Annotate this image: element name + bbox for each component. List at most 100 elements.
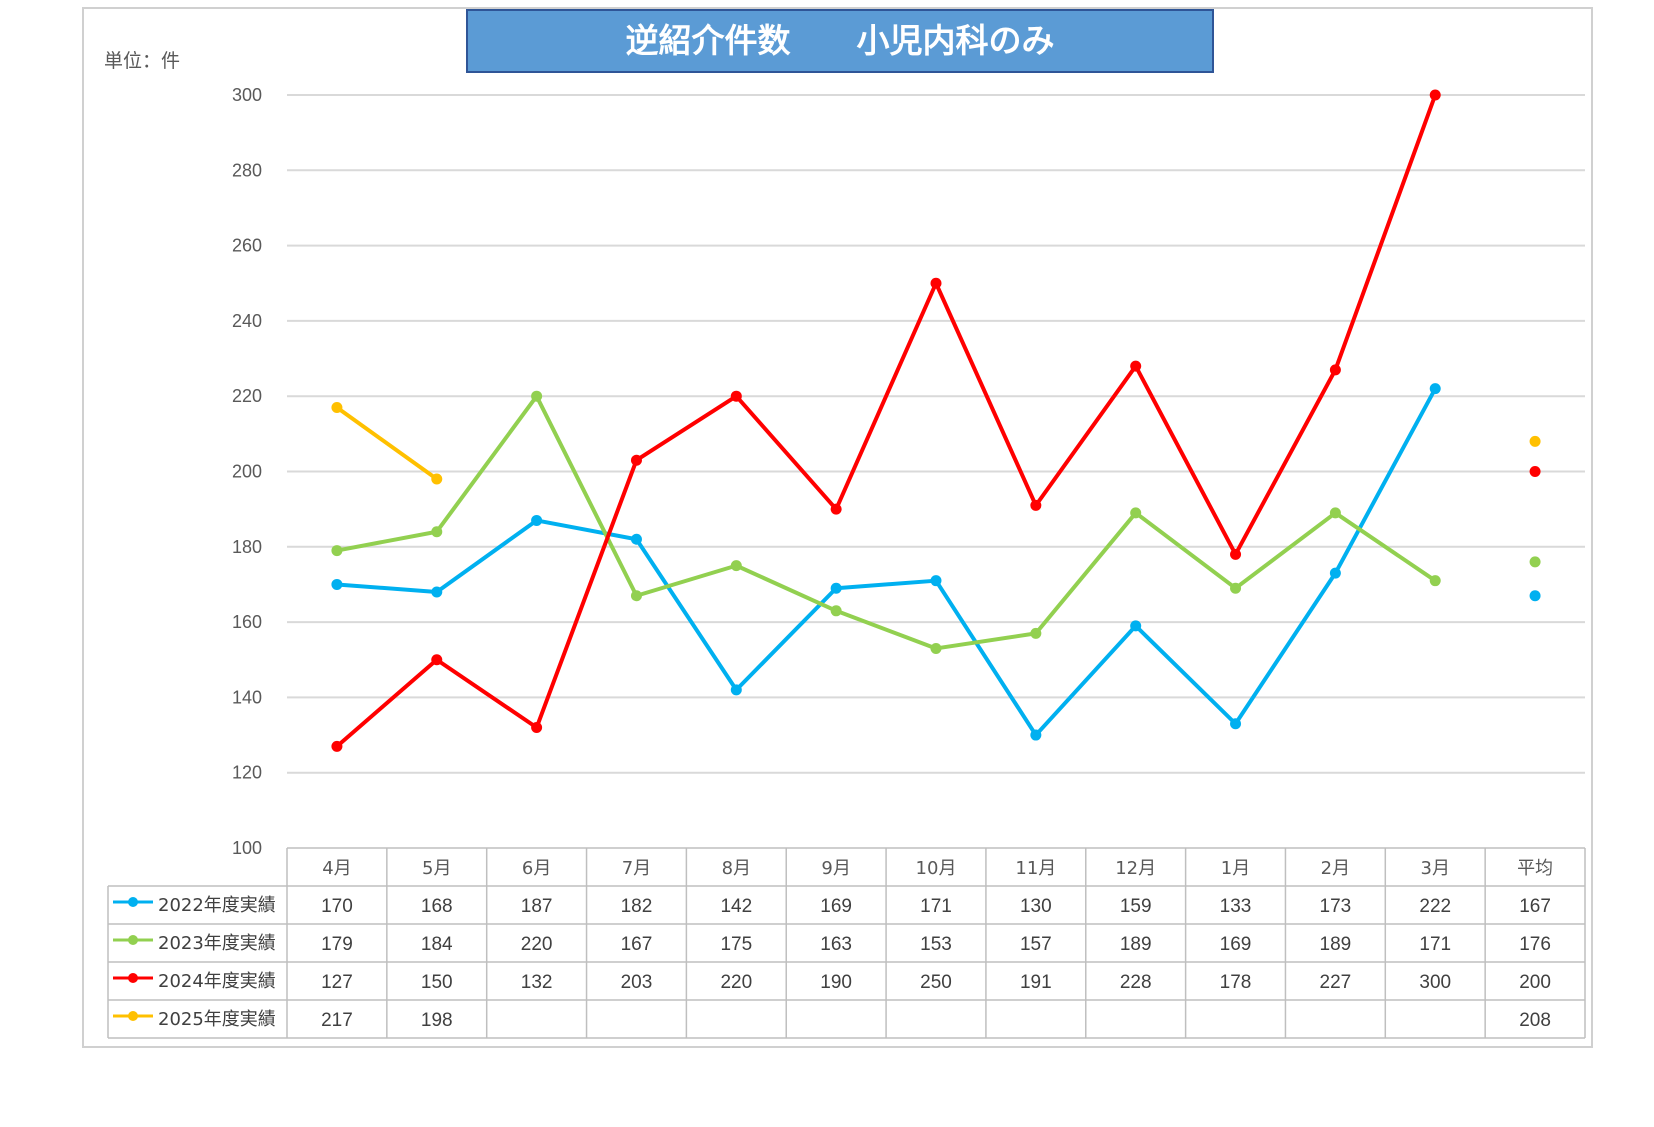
y-tick-label: 220	[232, 386, 262, 406]
data-point	[630, 590, 642, 602]
data-label: 167	[621, 934, 653, 955]
data-point	[331, 545, 343, 557]
data-point	[331, 401, 343, 413]
average-point	[1529, 466, 1541, 477]
legend-marker	[128, 973, 138, 983]
data-point	[1230, 718, 1242, 730]
data-point	[730, 560, 742, 572]
x-tick-label: 4月	[322, 858, 351, 879]
data-point	[431, 473, 443, 485]
legend-label: 2025年度実績	[158, 1009, 276, 1030]
data-label: 163	[820, 934, 852, 955]
data-point	[1230, 548, 1242, 560]
data-point	[1429, 575, 1441, 587]
legend-marker	[128, 935, 138, 945]
data-label: 189	[1320, 934, 1352, 955]
data-label: 222	[1419, 896, 1451, 917]
legend-label: 2024年度実績	[158, 971, 276, 992]
y-tick-label: 180	[232, 537, 262, 557]
average-header: 平均	[1517, 858, 1553, 879]
data-label: 189	[1120, 934, 1152, 955]
x-tick-label: 3月	[1421, 858, 1450, 879]
data-label: 184	[421, 934, 453, 955]
data-label: 171	[920, 896, 952, 917]
data-label: 153	[920, 934, 952, 955]
data-label: 171	[1419, 934, 1451, 955]
x-tick-label: 11月	[1015, 858, 1056, 879]
series-line	[335, 94, 1438, 748]
data-label: 150	[421, 972, 453, 993]
data-point	[1429, 383, 1441, 395]
data-point	[1030, 499, 1042, 511]
legend-marker	[128, 1011, 138, 1021]
y-tick-label: 240	[232, 311, 262, 331]
series-line	[336, 394, 1437, 651]
y-tick-label: 100	[232, 838, 262, 858]
data-label: 132	[521, 972, 553, 993]
chart-frame	[82, 7, 1593, 1048]
data-point	[1030, 627, 1042, 639]
data-label: 220	[521, 934, 553, 955]
average-point	[1529, 556, 1541, 568]
data-label: 169	[1220, 934, 1252, 955]
average-point	[1529, 590, 1541, 602]
data-label: 127	[321, 972, 353, 993]
data-label: 178	[1220, 972, 1252, 993]
y-tick-label: 300	[232, 85, 262, 105]
x-tick-label: 7月	[622, 858, 651, 879]
data-label: 170	[321, 896, 353, 917]
y-tick-label: 280	[232, 160, 262, 180]
unit-label: 単位：件	[104, 50, 181, 72]
data-label: 182	[621, 896, 653, 917]
data-point	[830, 503, 842, 515]
data-label: 175	[720, 934, 752, 955]
data-label: 203	[621, 972, 653, 993]
data-label: 217	[321, 1010, 353, 1031]
average-label: 176	[1519, 934, 1551, 955]
data-label: 159	[1120, 896, 1152, 917]
data-label: 179	[321, 934, 353, 955]
data-label: 227	[1320, 972, 1352, 993]
data-point	[331, 578, 343, 590]
data-label: 191	[1020, 972, 1052, 993]
y-tick-label: 140	[232, 687, 262, 707]
data-point	[431, 654, 443, 666]
data-label: 157	[1020, 934, 1052, 955]
average-label: 208	[1519, 1010, 1551, 1031]
data-point	[930, 642, 942, 654]
data-point	[1230, 582, 1242, 594]
average-point	[1529, 435, 1541, 447]
data-label: 130	[1020, 896, 1052, 917]
data-label: 168	[421, 896, 453, 917]
data-point	[1329, 567, 1341, 579]
data-point	[531, 514, 543, 526]
legend-label: 2023年度実績	[158, 933, 276, 954]
data-label: 190	[820, 972, 852, 993]
data-label: 250	[920, 972, 952, 993]
data-point	[730, 684, 742, 696]
data-point	[531, 722, 543, 734]
series-line	[335, 405, 438, 481]
data-label: 198	[421, 1010, 453, 1031]
average-label: 200	[1519, 972, 1551, 993]
data-point	[431, 526, 443, 538]
x-tick-label: 6月	[522, 858, 551, 879]
series-line	[336, 387, 1437, 738]
chart-title: 逆紹介件数 小児内科のみ	[466, 9, 1214, 73]
data-point	[930, 277, 942, 289]
legend-marker	[128, 897, 138, 907]
data-label: 187	[521, 896, 553, 917]
x-tick-label: 9月	[821, 858, 850, 879]
y-tick-label: 160	[232, 612, 262, 632]
data-point	[331, 740, 343, 752]
data-label: 220	[720, 972, 752, 993]
legend-label: 2022年度実績	[158, 895, 276, 916]
data-label: 173	[1320, 896, 1352, 917]
data-point	[1130, 360, 1142, 372]
data-label: 300	[1419, 972, 1451, 993]
x-tick-label: 10月	[916, 858, 957, 879]
data-label: 228	[1120, 972, 1152, 993]
data-point	[830, 582, 842, 594]
data-point	[730, 390, 742, 402]
x-tick-label: 2月	[1321, 858, 1350, 879]
